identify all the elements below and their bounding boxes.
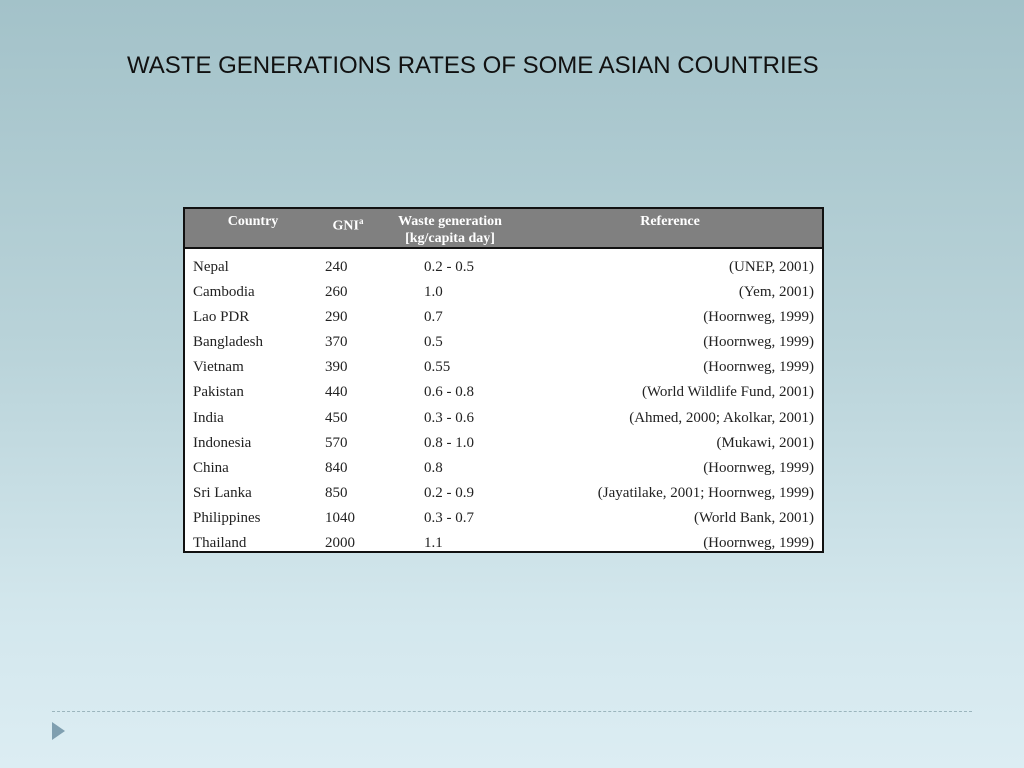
- header-gni-label: GNI: [332, 218, 359, 234]
- triangle-bullet-icon: [52, 722, 65, 740]
- table-row: Pakistan 440 0.6 - 0.8 (World Wildlife Fund…: [185, 380, 822, 405]
- cell-reference: (Hoornweg, 1999): [703, 334, 814, 351]
- table-row: Bangladesh 370 0.5 (Hoornweg, 1999): [185, 330, 822, 355]
- cell-reference: (Hoornweg, 1999): [703, 309, 814, 326]
- cell-waste-generation: 1.0: [424, 284, 443, 301]
- cell-gni: 390: [325, 359, 348, 376]
- cell-gni: 1040: [325, 509, 355, 526]
- cell-reference: (Jayatilake, 2001; Hoornweg, 1999): [597, 484, 814, 501]
- table-row: Thailand 2000 1.1 (Hoornweg, 1999): [185, 531, 822, 556]
- cell-reference: (UNEP, 2001): [729, 259, 814, 275]
- cell-waste-generation: 0.55: [424, 359, 451, 376]
- cell-country: Philippines: [193, 509, 261, 526]
- cell-waste-generation: 0.3 - 0.7: [424, 509, 474, 526]
- cell-gni: 840: [325, 459, 348, 476]
- slide-title: WASTE GENERATIONS RATES OF SOME ASIAN CO…: [127, 52, 819, 79]
- header-gni: GNIa: [323, 213, 373, 235]
- cell-waste-generation: 0.5: [424, 334, 443, 351]
- footer-divider: [52, 711, 972, 712]
- cell-reference: (Ahmed, 2000; Akolkar, 2001): [629, 409, 814, 426]
- table-row: Indonesia 570 0.8 - 1.0 (Mukawi, 2001): [185, 431, 822, 456]
- table-row: Sri Lanka 850 0.2 - 0.9 (Jayatilake, 2001; …: [185, 481, 822, 506]
- cell-reference: (Mukawi, 2001): [716, 434, 815, 451]
- cell-waste-generation: 0.3 - 0.6: [424, 409, 474, 426]
- cell-country: Thailand: [193, 535, 247, 552]
- cell-country: Bangladesh: [193, 334, 263, 351]
- table-header: Country GNIa Waste generation [kg/capita…: [185, 209, 822, 249]
- header-reference: Reference: [640, 214, 700, 229]
- table-row: Cambodia 260 1.0 (Yem, 2001): [185, 280, 822, 305]
- cell-gni: 2000: [325, 535, 355, 552]
- table-row: China 840 0.8 (Hoornweg, 1999): [185, 456, 822, 481]
- table-row: Nepal 240 0.2 - 0.5 (UNEP, 2001): [185, 255, 822, 280]
- cell-gni: 450: [325, 409, 348, 426]
- cell-waste-generation: 0.7: [424, 309, 443, 326]
- cell-waste-generation: 0.6 - 0.8: [424, 384, 474, 401]
- cell-waste-generation: 0.2 - 0.5: [424, 259, 474, 275]
- cell-reference: (World Wildlife Fund, 2001): [641, 384, 814, 401]
- header-waste-label: Waste generation: [398, 214, 502, 229]
- cell-country: China: [193, 459, 229, 476]
- cell-reference: (Hoornweg, 1999): [703, 359, 814, 376]
- table-row: India 450 0.3 - 0.6 (Ahmed, 2000; Akolkar, …: [185, 406, 822, 431]
- header-waste-generation: Waste generation [kg/capita day]: [385, 213, 515, 247]
- cell-gni: 240: [325, 259, 348, 275]
- table-row: Lao PDR 290 0.7 (Hoornweg, 1999): [185, 305, 822, 330]
- cell-country: Pakistan: [193, 384, 244, 401]
- cell-country: Vietnam: [193, 359, 244, 376]
- cell-country: India: [193, 409, 224, 426]
- cell-country: Lao PDR: [193, 309, 250, 326]
- cell-reference: (Hoornweg, 1999): [703, 459, 814, 476]
- header-country: Country: [227, 214, 279, 229]
- table-row: Philippines 1040 0.3 - 0.7 (World Bank, 200…: [185, 506, 822, 531]
- table-row: Vietnam 390 0.55 (Hoornweg, 1999): [185, 355, 822, 380]
- header-waste-unit: [kg/capita day]: [405, 231, 495, 246]
- cell-gni: 370: [325, 334, 348, 351]
- cell-waste-generation: 0.2 - 0.9: [424, 484, 474, 501]
- cell-waste-generation: 0.8 - 1.0: [424, 434, 474, 451]
- cell-country: Cambodia: [193, 284, 255, 301]
- cell-reference: (World Bank, 2001): [693, 509, 814, 526]
- cell-gni: 290: [325, 309, 348, 326]
- cell-country: Sri Lanka: [193, 484, 252, 501]
- cell-reference: (Hoornweg, 1999): [703, 535, 814, 552]
- cell-gni: 850: [325, 484, 348, 501]
- cell-country: Nepal: [193, 259, 229, 275]
- waste-table: Country GNIa Waste generation [kg/capita…: [183, 207, 824, 553]
- header-gni-footnote-mark: a: [358, 216, 364, 226]
- cell-gni: 570: [325, 434, 348, 451]
- cell-gni: 260: [325, 284, 348, 301]
- cell-reference: (Yem, 2001): [738, 284, 814, 301]
- cell-country: Indonesia: [193, 434, 252, 451]
- cell-gni: 440: [325, 384, 348, 401]
- table-body: Nepal 240 0.2 - 0.5 (UNEP, 2001) Cambodia 260…: [185, 255, 822, 556]
- cell-waste-generation: 0.8: [424, 459, 443, 476]
- cell-waste-generation: 1.1: [424, 535, 443, 552]
